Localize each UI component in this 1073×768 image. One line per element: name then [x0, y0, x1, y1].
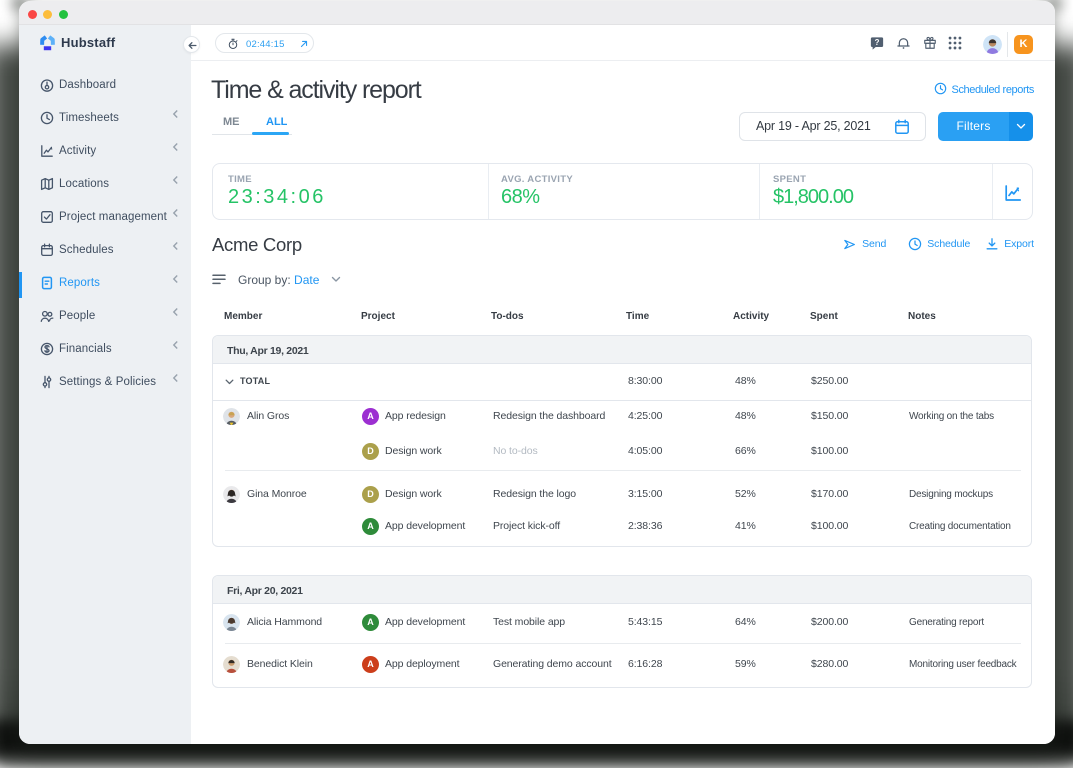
svg-text:?: ?: [875, 38, 880, 47]
